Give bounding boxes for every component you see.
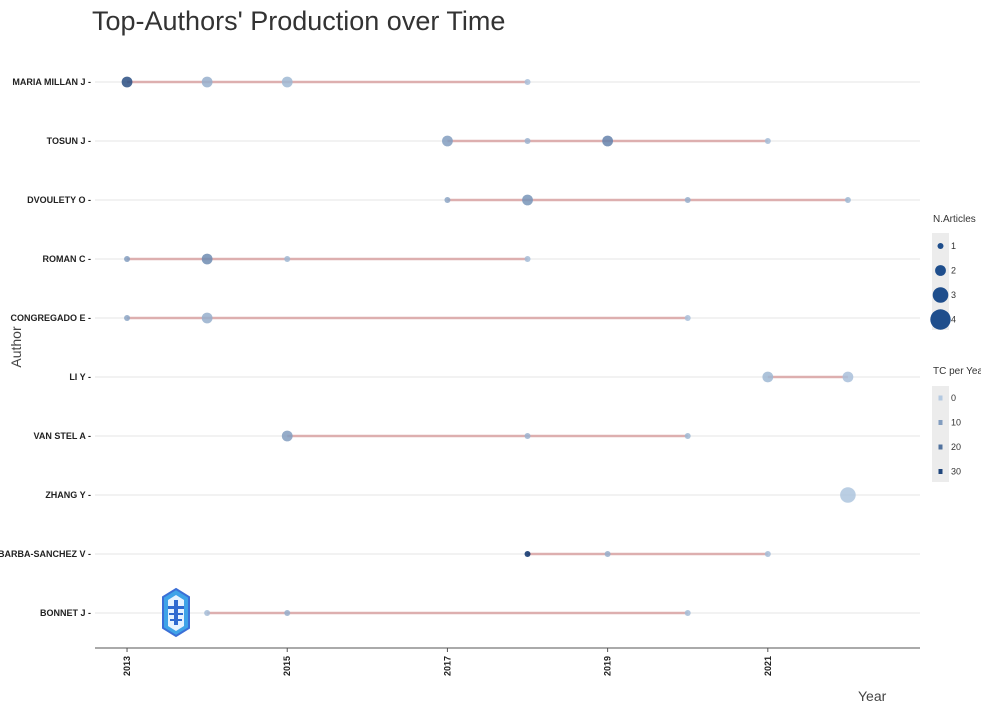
x-tick-label: 2019 (603, 656, 613, 676)
legend-size-label: 2 (951, 266, 956, 276)
data-point (684, 610, 691, 616)
x-axis-title: Year (858, 688, 887, 704)
data-point (840, 487, 856, 503)
data-point (524, 433, 531, 439)
data-point (281, 76, 293, 88)
author-label: DVOULETY O - (27, 195, 91, 205)
data-point (684, 197, 691, 203)
legend-articles: N.Articles 1 2 3 4 (930, 214, 976, 330)
chart-title: Top-Authors' Production over Time (92, 6, 505, 36)
data-point (684, 315, 691, 321)
data-point (204, 610, 211, 616)
data-point (522, 194, 533, 206)
author-label: BARBA-SANCHEZ V - (0, 549, 91, 559)
data-point (281, 430, 293, 442)
legend-size-swatch (935, 265, 946, 276)
data-point (762, 371, 774, 383)
timeline-segments (127, 80, 848, 615)
data-point (604, 551, 611, 557)
legend-color-label: 0 (951, 393, 956, 403)
legend-color-swatch (938, 469, 943, 474)
legend-size-label: 3 (951, 290, 956, 300)
legend-articles-key (932, 233, 949, 330)
data-point (842, 371, 854, 383)
data-point (524, 256, 531, 262)
legend-articles-title: N.Articles (933, 214, 976, 225)
x-tick-label: 2017 (442, 656, 452, 676)
data-point (124, 256, 131, 262)
legend-tc-per-year: TC per Year 0 10 20 30 (932, 366, 981, 482)
author-label: TOSUN J - (47, 136, 91, 146)
data-point (684, 433, 691, 439)
data-point (201, 76, 213, 88)
legend-size-swatch (932, 287, 949, 303)
author-label: ROMAN C - (43, 254, 92, 264)
data-point (201, 312, 213, 324)
data-point (124, 315, 131, 321)
data-point (284, 256, 291, 262)
author-label: LI Y - (69, 372, 91, 382)
x-axis: 2013 2015 2017 2019 2021 (95, 647, 920, 676)
legend-size-label: 4 (951, 315, 956, 325)
author-label: MARIA MILLAN J - (12, 77, 91, 87)
data-point (764, 551, 771, 557)
data-point (284, 610, 291, 616)
legend-color-swatch (938, 420, 943, 425)
data-point (524, 551, 531, 557)
legend-size-swatch (937, 243, 944, 249)
data-point (442, 135, 453, 147)
author-label: ZHANG Y - (45, 490, 91, 500)
legend-color-label: 30 (951, 467, 961, 477)
x-tick-label: 2015 (282, 656, 292, 676)
data-point (444, 197, 451, 203)
legend-color-label: 20 (951, 442, 961, 452)
gridlines (95, 81, 920, 614)
x-tick-label: 2021 (763, 656, 773, 676)
data-point (602, 135, 614, 147)
data-point (524, 79, 531, 85)
legend-color-swatch (938, 444, 943, 450)
data-point (844, 197, 851, 203)
data-point (201, 253, 213, 265)
author-labels: MARIA MILLAN J - TOSUN J - DVOULETY O - ROM… (0, 77, 91, 618)
legend-color-label: 10 (951, 418, 961, 428)
author-label: VAN STEL A - (33, 431, 91, 441)
author-label: BONNET J - (40, 608, 91, 618)
x-tick-label: 2013 (122, 656, 132, 676)
badge-logo (162, 587, 190, 638)
legend-color-swatch (938, 395, 943, 401)
legend-size-label: 1 (951, 241, 956, 251)
data-point (764, 138, 771, 144)
legend-tc-key (932, 386, 949, 482)
author-label: CONGREGADO E - (10, 313, 91, 323)
y-axis-title: Author (8, 326, 24, 368)
legend-size-swatch (930, 309, 951, 330)
data-points (121, 76, 856, 616)
data-point (524, 138, 531, 144)
data-point (121, 76, 133, 88)
legend-tc-title: TC per Year (933, 366, 981, 377)
